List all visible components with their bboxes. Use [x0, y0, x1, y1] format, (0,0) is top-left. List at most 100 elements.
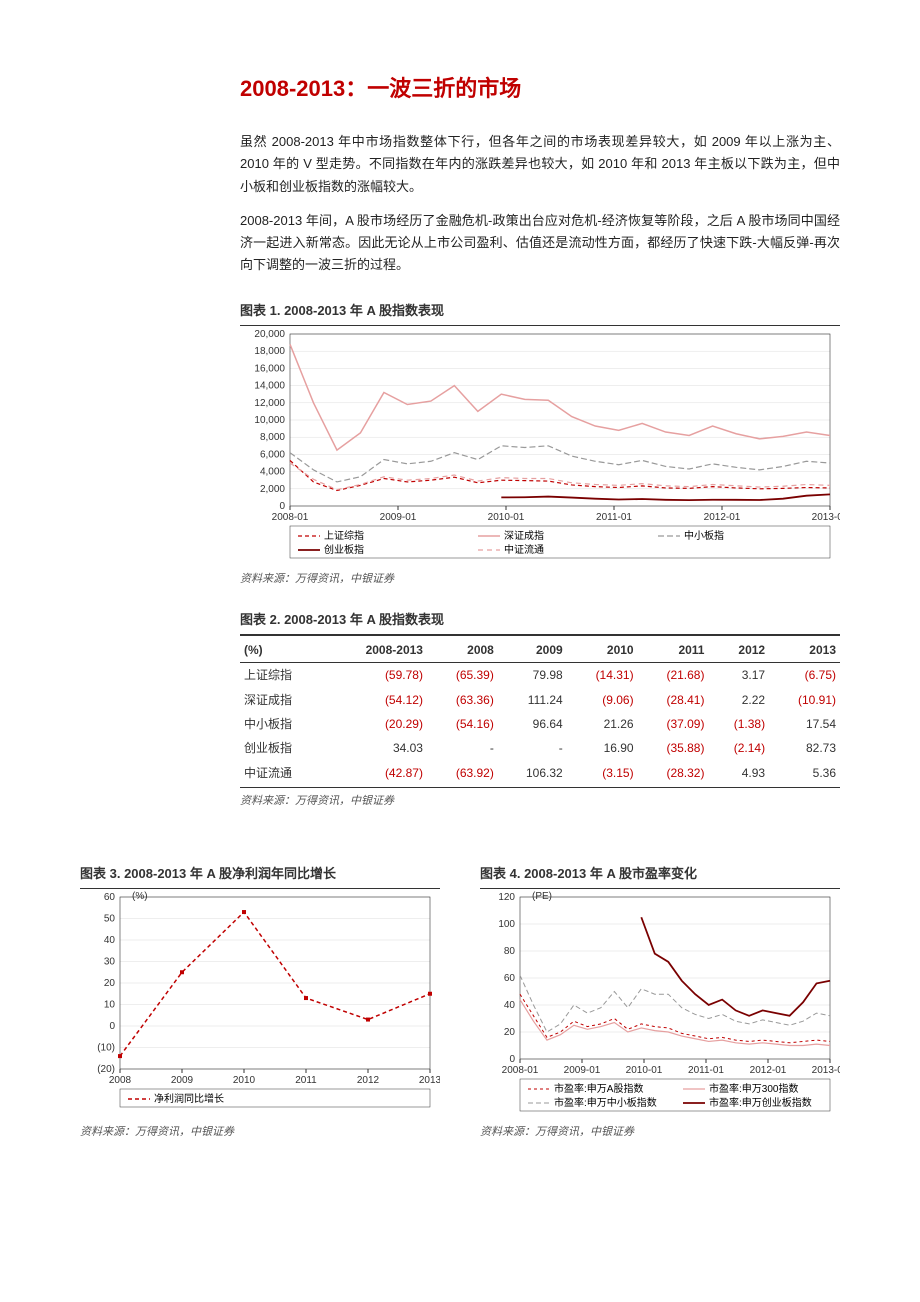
svg-text:2013-01: 2013-01 [812, 1065, 840, 1076]
row-name: 深证成指 [240, 688, 326, 712]
svg-text:120: 120 [498, 892, 515, 903]
table-cell: (2.14) [708, 736, 769, 760]
table-cell: 16.90 [567, 736, 638, 760]
svg-text:2009: 2009 [171, 1075, 194, 1086]
table-cell: (20.29) [326, 712, 427, 736]
table-row: 上证综指(59.78)(65.39)79.98(14.31)(21.68)3.1… [240, 663, 840, 688]
table-cell: 2.22 [708, 688, 769, 712]
svg-text:0: 0 [279, 501, 285, 512]
svg-text:100: 100 [498, 919, 515, 930]
table-cell: 4.93 [708, 761, 769, 785]
svg-text:2010-01: 2010-01 [488, 512, 525, 523]
svg-text:中小板指: 中小板指 [684, 529, 724, 542]
table-cell: 17.54 [769, 712, 840, 736]
row-name: 中小板指 [240, 712, 326, 736]
table-row: 创业板指34.03--16.90(35.88)(2.14)82.73 [240, 736, 840, 760]
chart-svg: (20)(10)0102030405060(%)2008200920102011… [80, 889, 440, 1119]
svg-text:2011-01: 2011-01 [688, 1065, 724, 1076]
table-header: 2011 [638, 638, 709, 663]
svg-text:2012-01: 2012-01 [704, 512, 741, 523]
paragraph-1: 虽然 2008-2013 年中市场指数整体下行，但各年之间的市场表现差异较大，如… [240, 131, 840, 197]
svg-text:40: 40 [104, 935, 116, 946]
svg-text:2013-01: 2013-01 [812, 512, 840, 523]
table-cell: - [427, 736, 498, 760]
svg-text:2011: 2011 [295, 1075, 317, 1086]
svg-text:14,000: 14,000 [254, 381, 285, 392]
svg-text:2008-01: 2008-01 [272, 512, 309, 523]
svg-text:2008: 2008 [109, 1075, 132, 1086]
table-cell: 106.32 [498, 761, 567, 785]
table-cell: (63.36) [427, 688, 498, 712]
svg-text:16,000: 16,000 [254, 363, 285, 374]
svg-text:中证流通: 中证流通 [504, 543, 544, 556]
svg-text:净利润同比增长: 净利润同比增长 [154, 1092, 224, 1105]
svg-text:12,000: 12,000 [254, 398, 285, 409]
svg-text:20: 20 [504, 1027, 516, 1038]
chart3-container: (20)(10)0102030405060(%)2008200920102011… [80, 889, 440, 1119]
svg-text:10,000: 10,000 [254, 415, 285, 426]
table-cell: (37.09) [638, 712, 709, 736]
svg-text:4,000: 4,000 [260, 467, 285, 478]
svg-text:0: 0 [109, 1021, 115, 1032]
table-cell: (35.88) [638, 736, 709, 760]
svg-text:2010-01: 2010-01 [626, 1065, 663, 1076]
table-cell: (6.75) [769, 663, 840, 688]
svg-text:0: 0 [509, 1054, 515, 1065]
table-cell: (54.16) [427, 712, 498, 736]
table-cell: (21.68) [638, 663, 709, 688]
svg-text:60: 60 [504, 973, 516, 984]
chart-svg: 020406080100120(PE)2008-012009-012010-01… [480, 889, 840, 1119]
chart1-container: 02,0004,0006,0008,00010,00012,00014,0001… [240, 326, 840, 566]
table-cell: 82.73 [769, 736, 840, 760]
svg-text:市盈率:申万创业板指数: 市盈率:申万创业板指数 [709, 1096, 812, 1109]
svg-text:10: 10 [104, 999, 116, 1010]
table-cell: (14.31) [567, 663, 638, 688]
svg-text:(10): (10) [97, 1042, 115, 1053]
table-cell: 34.03 [326, 736, 427, 760]
table-row: 中证流通(42.87)(63.92)106.32(3.15)(28.32)4.9… [240, 761, 840, 785]
table-cell: (65.39) [427, 663, 498, 688]
table-cell: (28.32) [638, 761, 709, 785]
table-cell: 21.26 [567, 712, 638, 736]
table-cell: (1.38) [708, 712, 769, 736]
table-cell: - [498, 736, 567, 760]
chart3-title: 图表 3. 2008-2013 年 A 股净利润年同比增长 [80, 863, 440, 889]
table-cell: (42.87) [326, 761, 427, 785]
svg-text:2,000: 2,000 [260, 484, 285, 495]
table-row: 中小板指(20.29)(54.16)96.6421.26(37.09)(1.38… [240, 712, 840, 736]
chart-svg: 02,0004,0006,0008,00010,00012,00014,0001… [240, 326, 840, 566]
svg-text:市盈率:申万300指数: 市盈率:申万300指数 [709, 1082, 798, 1095]
table-source: 资料来源：万得资讯，中银证券 [240, 792, 840, 811]
table-cell: 96.64 [498, 712, 567, 736]
table-cell: (3.15) [567, 761, 638, 785]
data-table: (%)2008-2013200820092010201120122013上证综指… [240, 638, 840, 785]
svg-text:(PE): (PE) [532, 891, 552, 902]
svg-text:2011-01: 2011-01 [596, 512, 632, 523]
svg-text:2010: 2010 [233, 1075, 256, 1086]
table-header: 2012 [708, 638, 769, 663]
table-cell: 79.98 [498, 663, 567, 688]
chart3-source: 资料来源：万得资讯，中银证券 [80, 1123, 440, 1142]
table-cell: (10.91) [769, 688, 840, 712]
svg-text:30: 30 [104, 956, 116, 967]
table-cell: (28.41) [638, 688, 709, 712]
svg-text:20: 20 [104, 978, 116, 989]
svg-text:6,000: 6,000 [260, 449, 285, 460]
svg-text:18,000: 18,000 [254, 346, 285, 357]
chart4-title: 图表 4. 2008-2013 年 A 股市盈率变化 [480, 863, 840, 889]
table-header: 2010 [567, 638, 638, 663]
svg-text:40: 40 [504, 1000, 516, 1011]
row-name: 中证流通 [240, 761, 326, 785]
chart4-source: 资料来源：万得资讯，中银证券 [480, 1123, 840, 1142]
svg-text:2012-01: 2012-01 [750, 1065, 787, 1076]
svg-text:2009-01: 2009-01 [564, 1065, 601, 1076]
svg-text:深证成指: 深证成指 [504, 529, 544, 542]
table-cell: 111.24 [498, 688, 567, 712]
table-header: 2008 [427, 638, 498, 663]
chart4-container: 020406080100120(PE)2008-012009-012010-01… [480, 889, 840, 1119]
table-cell: 3.17 [708, 663, 769, 688]
paragraph-2: 2008-2013 年间，A 股市场经历了金融危机-政策出台应对危机-经济恢复等… [240, 210, 840, 276]
svg-text:2008-01: 2008-01 [502, 1065, 539, 1076]
table-cell: (9.06) [567, 688, 638, 712]
table-unit: (%) [240, 638, 326, 663]
